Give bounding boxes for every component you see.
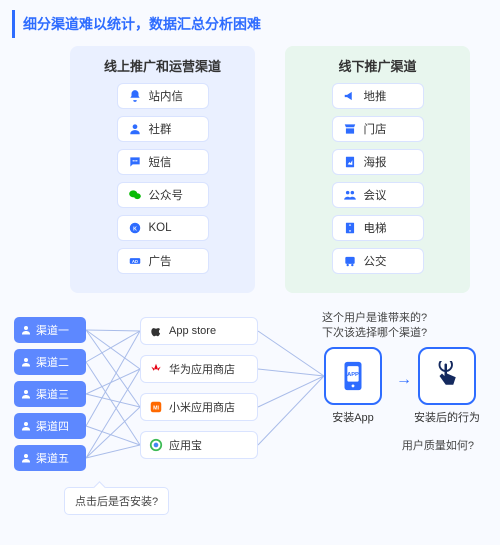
app-icon: APP	[336, 359, 370, 393]
chip-siteMsg: 站内信	[117, 83, 209, 109]
elevator-icon	[343, 221, 357, 235]
chip-label: 短信	[149, 154, 172, 170]
chip-community: 社群	[117, 116, 209, 142]
chip-ad: AD 广告	[117, 248, 209, 274]
chip-sms: 短信	[117, 149, 209, 175]
apple-icon	[149, 324, 163, 338]
chip-bus: 公交	[332, 248, 424, 274]
store-xiaomi: MI 小米应用商店	[140, 393, 258, 421]
source-item: 渠道四	[14, 413, 86, 439]
user-icon	[128, 122, 142, 136]
svg-text:APP: APP	[347, 372, 359, 378]
question-bottom: 用户质量如何?	[402, 437, 474, 453]
arrow-icon: →	[396, 371, 412, 389]
flow-diagram: 渠道一 渠道二 渠道三 渠道四 渠道五 App store 华为应用商店 MI 小…	[0, 307, 500, 542]
chat-icon	[128, 155, 142, 169]
stores-column: App store 华为应用商店 MI 小米应用商店 应用宝	[140, 317, 258, 459]
install-app-label: 安装App	[324, 409, 382, 425]
store-appstore: App store	[140, 317, 258, 345]
source-item: 渠道五	[14, 445, 86, 471]
bus-icon	[343, 254, 357, 268]
page-title: 细分渠道难以统计，数据汇总分析困难	[12, 10, 488, 38]
chip-kol: K KOL	[117, 215, 209, 241]
chip-meeting: 会议	[332, 182, 424, 208]
sources-column: 渠道一 渠道二 渠道三 渠道四 渠道五	[14, 317, 86, 471]
store-label: 小米应用商店	[169, 399, 235, 415]
install-app-node: APP	[324, 347, 382, 405]
chip-label: 社群	[149, 121, 172, 137]
meeting-icon	[343, 188, 357, 202]
chip-ditui: 地推	[332, 83, 424, 109]
svg-text:AD: AD	[132, 259, 138, 264]
behavior-label: 安装后的行为	[410, 409, 484, 425]
poster-icon	[343, 155, 357, 169]
source-label: 渠道一	[36, 322, 69, 338]
chip-label: KOL	[149, 222, 172, 234]
source-item: 渠道三	[14, 381, 86, 407]
chip-label: 站内信	[149, 88, 184, 104]
huawei-icon	[149, 362, 163, 376]
source-item: 渠道一	[14, 317, 86, 343]
source-label: 渠道二	[36, 354, 69, 370]
chip-store: 门店	[332, 116, 424, 142]
badge-icon: K	[128, 221, 142, 235]
source-item: 渠道二	[14, 349, 86, 375]
question-line: 下次该选择哪个渠道?	[322, 326, 482, 341]
behavior-node	[418, 347, 476, 405]
store-label: App store	[169, 325, 216, 337]
svg-text:K: K	[133, 226, 137, 232]
user-icon	[20, 356, 32, 368]
ad-icon: AD	[128, 254, 142, 268]
source-label: 渠道三	[36, 386, 69, 402]
online-panel: 线上推广和运营渠道 站内信 社群 短信 公众号 K KOL AD 广告	[70, 46, 255, 293]
chip-label: 电梯	[364, 220, 387, 236]
megaphone-icon	[343, 89, 357, 103]
user-icon	[20, 324, 32, 336]
user-icon	[20, 452, 32, 464]
chip-label: 地推	[364, 88, 387, 104]
bell-icon	[128, 89, 142, 103]
chip-elevator: 电梯	[332, 215, 424, 241]
xiaomi-icon: MI	[149, 400, 163, 414]
offline-panel: 线下推广渠道 地推 门店 海报 会议 电梯 公交	[285, 46, 470, 293]
store-huawei: 华为应用商店	[140, 355, 258, 383]
question-top: 这个用户是谁带来的? 下次该选择哪个渠道?	[322, 311, 482, 342]
chip-label: 广告	[149, 253, 172, 269]
online-panel-title: 线上推广和运营渠道	[104, 56, 221, 75]
store-icon	[343, 122, 357, 136]
chip-label: 门店	[364, 121, 387, 137]
yingyongbao-icon	[149, 438, 163, 452]
offline-panel-title: 线下推广渠道	[338, 56, 416, 75]
chip-wechat: 公众号	[117, 182, 209, 208]
user-icon	[20, 420, 32, 432]
store-yyb: 应用宝	[140, 431, 258, 459]
chip-label: 公众号	[149, 187, 184, 203]
question-line: 这个用户是谁带来的?	[322, 311, 482, 326]
source-label: 渠道五	[36, 450, 69, 466]
store-label: 应用宝	[169, 437, 202, 453]
chip-label: 海报	[364, 154, 387, 170]
chip-poster: 海报	[332, 149, 424, 175]
source-label: 渠道四	[36, 418, 69, 434]
svg-text:MI: MI	[153, 405, 159, 411]
user-icon	[20, 388, 32, 400]
wechat-icon	[128, 188, 142, 202]
tap-icon	[432, 361, 462, 391]
chip-label: 会议	[364, 187, 387, 203]
question-bubble: 点击后是否安装?	[64, 487, 169, 515]
store-label: 华为应用商店	[169, 361, 235, 377]
channel-panels: 线上推广和运营渠道 站内信 社群 短信 公众号 K KOL AD 广告 线下推广…	[0, 46, 500, 303]
chip-label: 公交	[364, 253, 387, 269]
